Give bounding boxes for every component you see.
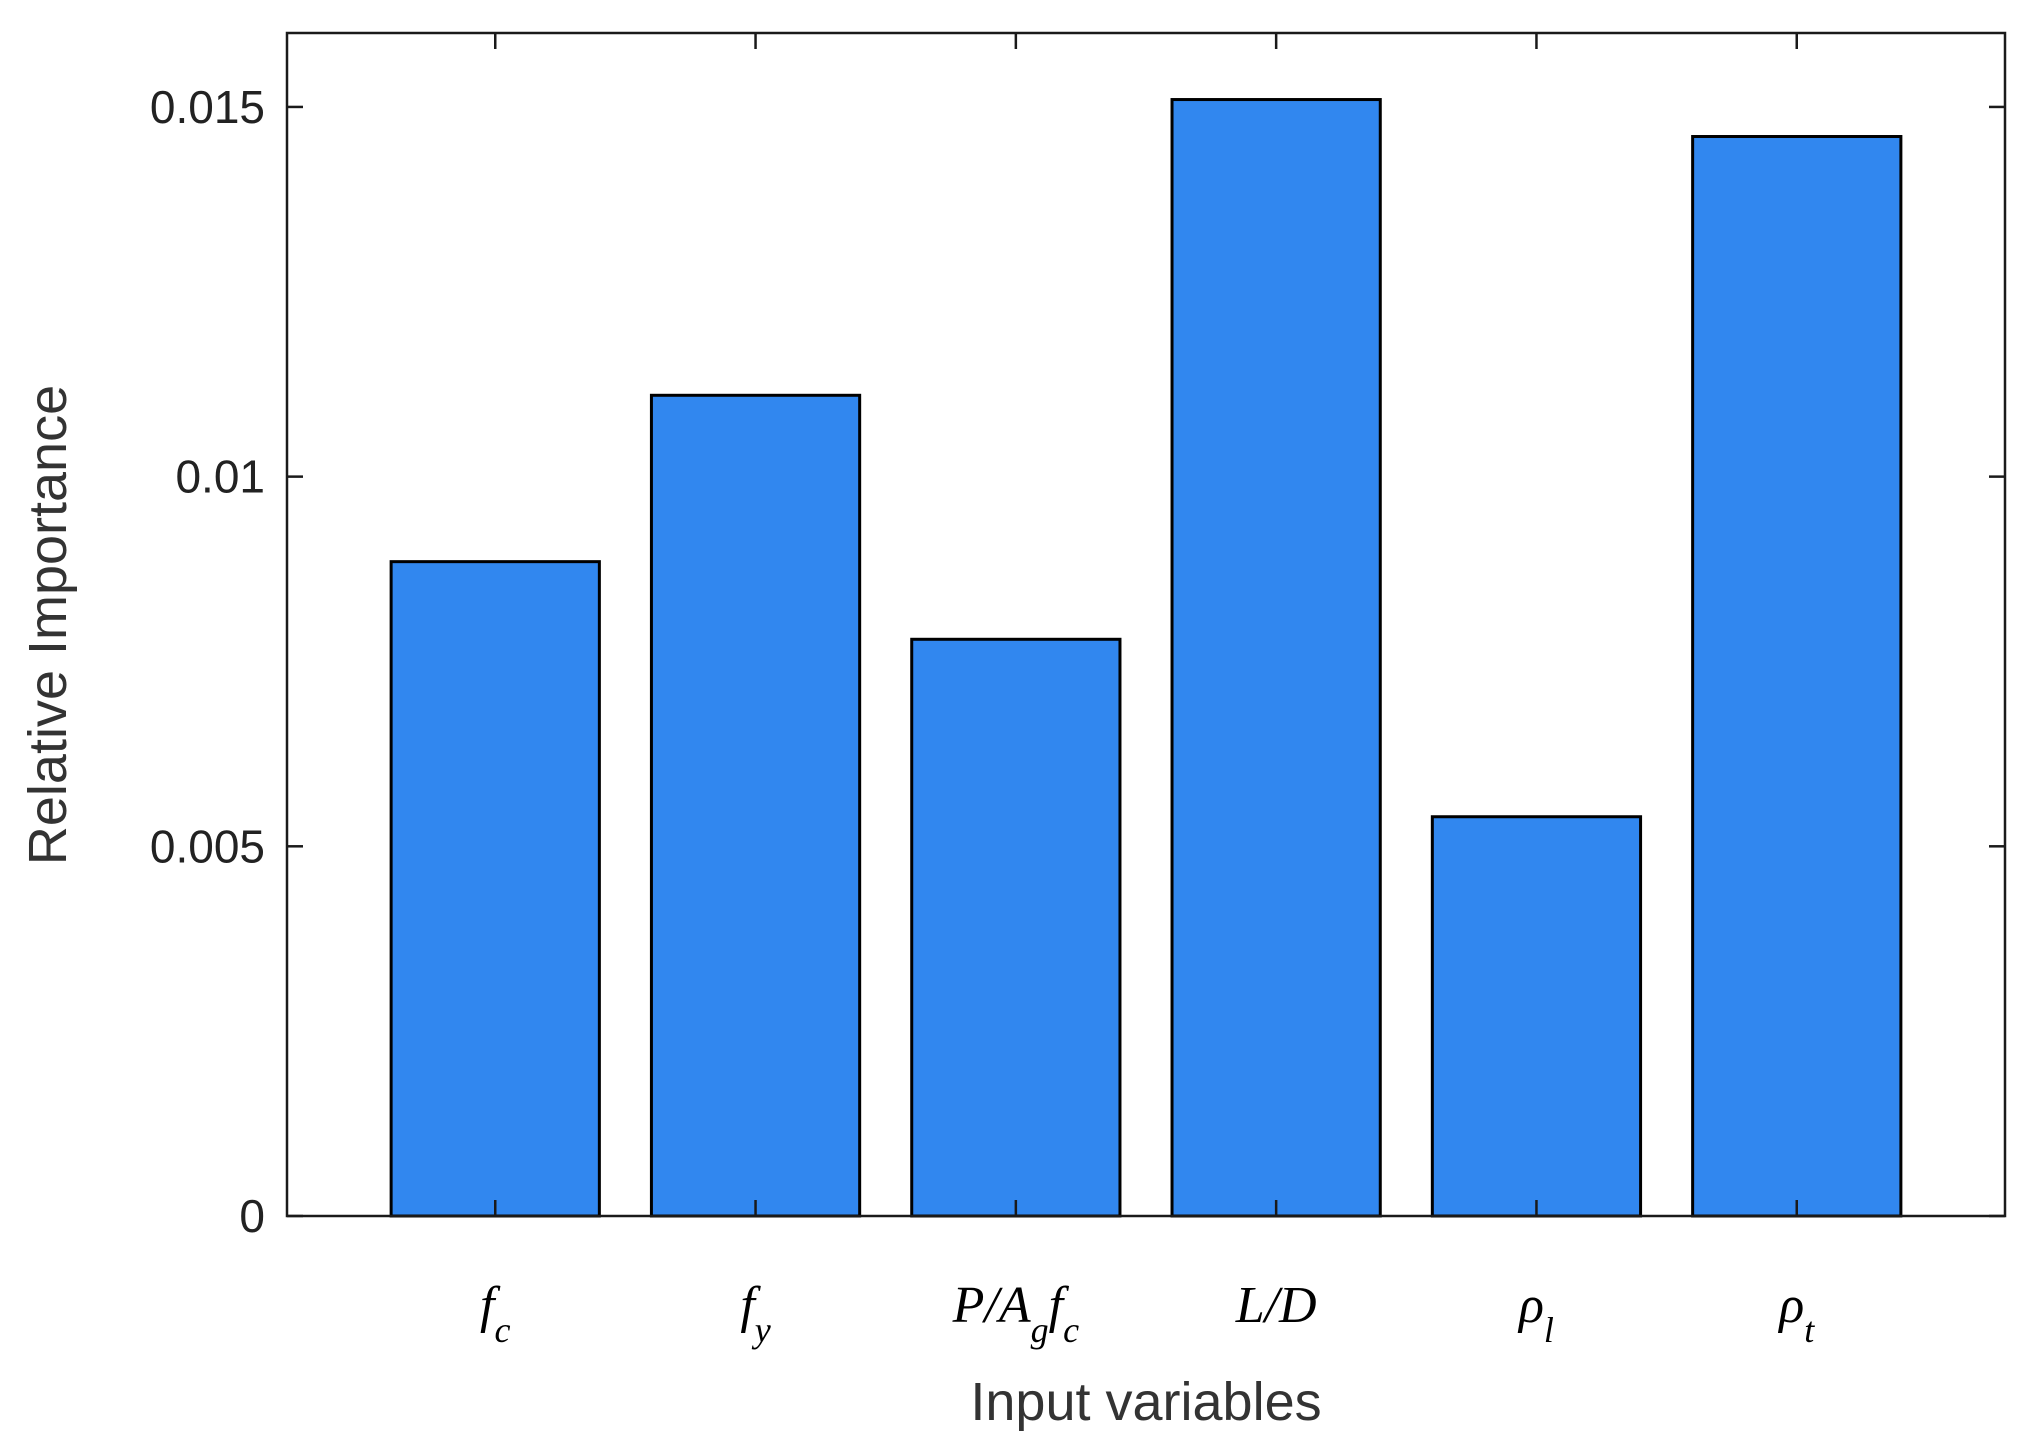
x-tick-label: fy [740, 1277, 770, 1350]
y-tick-label: 0.01 [175, 451, 265, 503]
y-tick-label: 0.015 [150, 81, 265, 133]
plot-frame [285, 31, 2007, 1218]
bar-3 [910, 637, 1122, 1218]
x-tick-label: fc [480, 1277, 510, 1350]
x-tick-label: ρt [1777, 1277, 1815, 1350]
y-tick-label: 0.005 [150, 820, 265, 872]
x-axis-title: Input variables [970, 1372, 1321, 1432]
bars-group [389, 98, 1903, 1218]
bar-6 [1691, 135, 1903, 1218]
x-ticks-group [493, 33, 1799, 1216]
x-tick-label: P/Agfc [952, 1277, 1079, 1350]
y-tick-label: 0 [239, 1190, 265, 1242]
bar-5 [1430, 815, 1643, 1218]
bar-4 [1170, 98, 1382, 1218]
x-tick-labels-group: fc fy P/Agfc L/D ρl ρt [480, 1277, 1815, 1350]
x-tick-label: L/D [1235, 1277, 1317, 1334]
y-ticks-group: 0 0.005 0.01 0.015 [150, 81, 2005, 1242]
bar-1 [389, 560, 601, 1218]
y-axis-title: Relative Importance [18, 385, 78, 865]
x-tick-label: ρl [1517, 1277, 1554, 1350]
bar-2 [649, 393, 862, 1218]
